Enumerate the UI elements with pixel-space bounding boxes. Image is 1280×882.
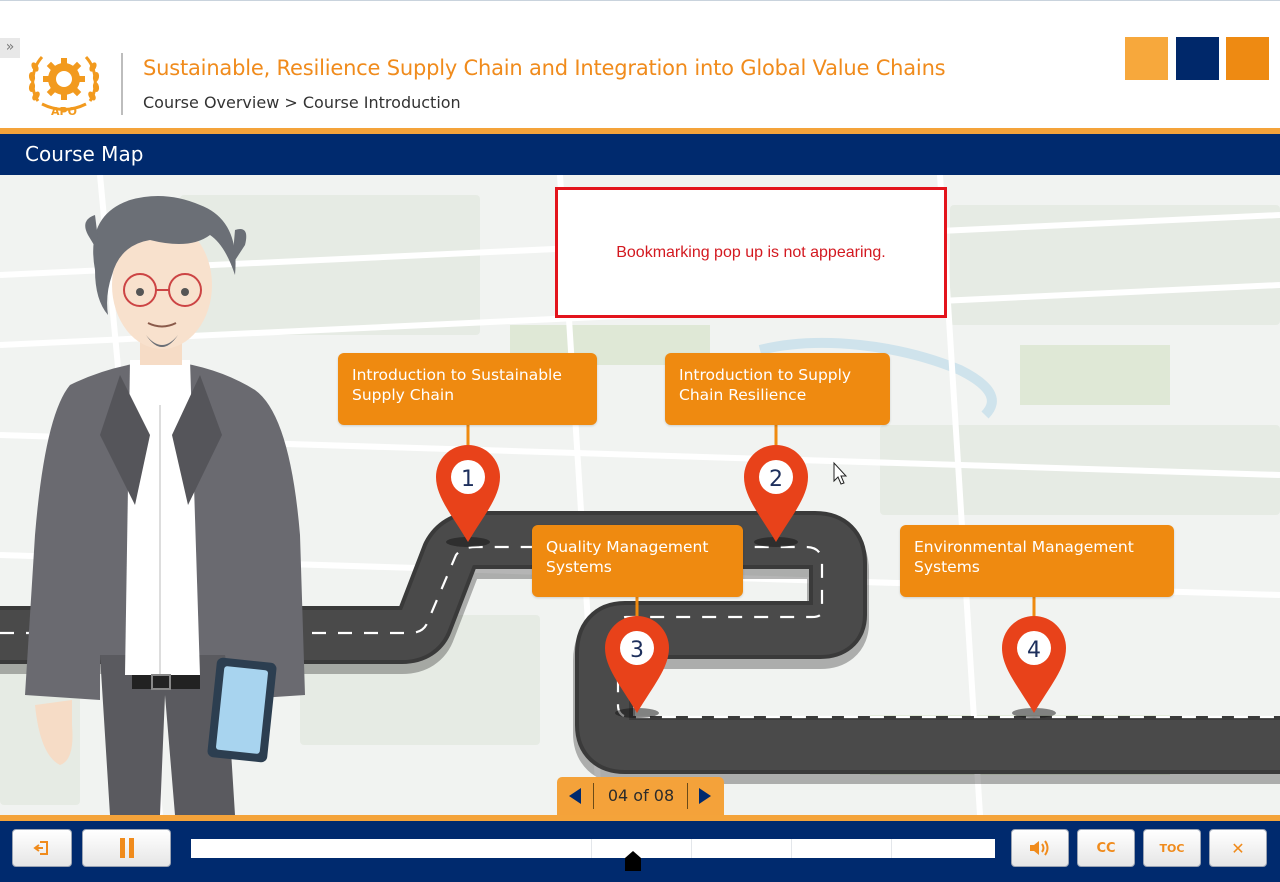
speaker-icon (1030, 840, 1049, 856)
volume-button[interactable] (1011, 829, 1069, 867)
triangle-right-icon[interactable] (693, 785, 715, 807)
accent-square-light-orange (1125, 37, 1168, 80)
course-road (0, 511, 1280, 784)
svg-text:2: 2 (769, 467, 783, 492)
topic-4-line2: Systems (914, 558, 980, 576)
pager-separator (687, 783, 688, 809)
svg-text:APO: APO (51, 105, 77, 117)
svg-text:3: 3 (630, 638, 644, 663)
progress-tick (591, 839, 592, 858)
topic-box-2[interactable]: Introduction to Supply Chain Resilience (665, 353, 890, 425)
topic-box-3[interactable]: Quality Management Systems (532, 525, 743, 597)
header-rule (0, 128, 1280, 134)
slide-pager: 04 of 08 (557, 777, 724, 815)
progress-tick (791, 839, 792, 858)
topic-box-4[interactable]: Environmental Management Systems (900, 525, 1174, 597)
table-of-contents-button[interactable]: TOC (1143, 829, 1201, 867)
exit-button[interactable] (12, 829, 72, 867)
map-pin-4[interactable]: 4 (1002, 616, 1066, 718)
instructor-character (25, 196, 305, 815)
pause-icon (119, 838, 134, 858)
topic-2-line1: Introduction to Supply (679, 366, 852, 384)
course-title: Sustainable, Resilience Supply Chain and… (143, 56, 946, 80)
svg-text:1: 1 (461, 467, 475, 492)
exit-icon (33, 841, 48, 855)
mouse-cursor-icon (833, 461, 848, 485)
section-titlebar: Course Map (0, 134, 1280, 175)
triangle-left-icon[interactable] (565, 785, 587, 807)
breadcrumb: Course Overview > Course Introduction (143, 93, 461, 112)
close-button[interactable]: ✕ (1209, 829, 1267, 867)
pause-button[interactable] (82, 829, 171, 867)
course-map-area: 1 2 3 4 Introd (0, 175, 1280, 815)
player-controlbar: CC TOC ✕ (0, 821, 1280, 882)
section-title: Course Map (25, 142, 144, 166)
header-divider (121, 53, 123, 115)
page-indicator: 04 of 08 (607, 786, 675, 805)
map-pin-3[interactable]: 3 (605, 616, 669, 718)
progress-tick (891, 839, 892, 858)
expand-sidebar-button[interactable]: » (0, 38, 20, 58)
pager-separator (593, 783, 594, 809)
closed-captions-button[interactable]: CC (1077, 829, 1135, 867)
map-pin-2[interactable]: 2 (744, 445, 808, 547)
accent-square-navy (1176, 37, 1219, 80)
apo-logo: APO (28, 55, 100, 117)
topic-3-line2: Systems (546, 558, 612, 576)
course-header: » (0, 0, 1280, 128)
topic-1-line2: Supply Chain (352, 386, 455, 404)
progress-tick (691, 839, 692, 858)
topic-3-line1: Quality Management (546, 538, 709, 556)
topic-4-line1: Environmental Management (914, 538, 1134, 556)
annotation-text: Bookmarking pop up is not appearing. (616, 243, 886, 261)
topic-1-line1: Introduction to Sustainable (352, 366, 562, 384)
progress-thumb[interactable] (624, 851, 642, 871)
progress-track[interactable] (191, 839, 995, 858)
topic-box-1[interactable]: Introduction to Sustainable Supply Chain (338, 353, 597, 425)
map-pin-1[interactable]: 1 (436, 445, 500, 547)
annotation-box: Bookmarking pop up is not appearing. (555, 187, 947, 318)
topic-2-line2: Chain Resilience (679, 386, 807, 404)
controlbar-rule (0, 815, 1280, 821)
accent-square-orange (1226, 37, 1269, 80)
svg-text:4: 4 (1027, 638, 1041, 663)
